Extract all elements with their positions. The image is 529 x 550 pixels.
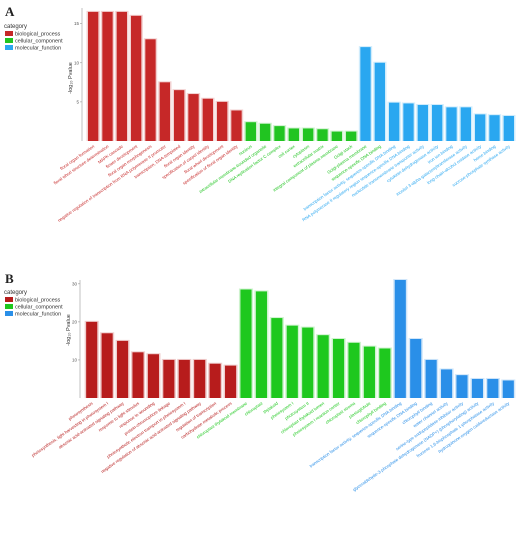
- bar-golgi-stack: [346, 131, 357, 141]
- bar-floral-organ-morphogenesis: [145, 39, 156, 142]
- bar-negative-regulation-of-abscisic-acid-act: [194, 359, 206, 398]
- bar-transcription-dna-templated: [174, 90, 185, 141]
- bar-cytoplasm: [303, 128, 314, 141]
- bar-glyceraldehyde-3-phosphate-dehydrogenase: [471, 378, 483, 398]
- panel-a-bars: [86, 10, 516, 142]
- legend-swatch-biological-process: [5, 31, 13, 36]
- bar-extracellular-matrix: [317, 129, 328, 141]
- legend-label-cellular-component: cellular_component: [15, 39, 63, 45]
- legend-label-biological-process: biological_process: [15, 32, 60, 38]
- bar-transcription-factor-activity-sequence-s: [394, 280, 406, 398]
- legend-label-molecular-function: molecular_function: [15, 312, 61, 318]
- bar-hydroquinone-oxygen-oxidoreductase-activ: [502, 380, 514, 398]
- bar-mapk-cascade: [116, 11, 127, 142]
- bar-response-to-wounding: [147, 354, 159, 398]
- y-tick-label: 10: [74, 60, 80, 65]
- bar-cytokinin-dehydrogenase-activity: [432, 105, 443, 141]
- bar-serine-type-endopeptidase-inhibitor-acti: [456, 375, 468, 398]
- y-tick-label: 20: [72, 319, 78, 324]
- bar-long-chain-alcohol-oxidase-activity: [475, 114, 486, 141]
- bar-flower-development: [131, 15, 142, 141]
- bar-chlorophyll-binding: [425, 359, 437, 398]
- bar-water-channel-activity: [441, 369, 453, 398]
- bar-thylakoid: [271, 318, 283, 398]
- panel-a-legend-title: category: [4, 24, 27, 30]
- bar-sequence-specific-dna-binding: [410, 339, 422, 398]
- panel-b-legend: biological_process cellular_component mo…: [5, 297, 63, 318]
- bar-chloroplast-stroma: [348, 342, 360, 398]
- legend-label-biological-process: biological_process: [15, 298, 60, 304]
- bar-chloroplast: [255, 291, 267, 398]
- panel-b-y-axis: 10 20 30: [72, 280, 81, 398]
- bar-floral-whorl-development: [217, 101, 228, 141]
- legend-label-molecular-function: molecular_function: [15, 46, 61, 52]
- bar-fructose-1-6-bisphosphate-1-phosphatase-: [487, 378, 499, 398]
- panel-a-y-axis: 5 10 15: [74, 8, 83, 141]
- bar-chlorophyll-binding: [379, 348, 391, 398]
- panel-a-y-axis-label: -log₁₀ Pvalue: [68, 62, 74, 94]
- bar-regulation-of-transcription: [209, 363, 221, 398]
- bar-plastoglobule: [363, 346, 375, 398]
- panel-b-bars: [84, 279, 516, 398]
- y-tick-label: 30: [72, 281, 78, 286]
- bar-rna-polymerase-ii-regulatory-region-sequ: [403, 103, 414, 141]
- bar-specification-of-floral-organ-identity: [231, 110, 242, 141]
- bar-chloroplast-thylakoid-membrane: [240, 289, 252, 398]
- bar-transcription-factor-activity-sequence-s: [389, 102, 400, 141]
- y-tick-label: 15: [74, 21, 80, 26]
- bar-sequence-specific-dna-binding: [374, 62, 385, 141]
- legend-swatch-cellular-component: [5, 304, 13, 309]
- legend-swatch-molecular-function: [5, 311, 13, 316]
- legend-swatch-biological-process: [5, 297, 13, 302]
- bar-carbohydrate-metabolic-process: [225, 365, 237, 398]
- bar-abscisic-acid-activated-signaling-pathwa: [117, 340, 129, 398]
- bar-protein-chromophore-linkage: [163, 359, 175, 398]
- bar-inositol-3-alpha-galactosyltransferase-a: [460, 107, 471, 141]
- y-tick-label: 5: [76, 99, 79, 104]
- legend-label-cellular-component: cellular_component: [15, 305, 63, 311]
- panel-b-letter: B: [5, 271, 14, 286]
- bar-photosynthesis: [86, 321, 98, 398]
- bar-golgi-plasma-membrane: [360, 47, 371, 141]
- bar-dna-replication-factor-c-complex: [274, 126, 285, 141]
- bar-photosynthesis-light-harvesting-in-photo: [101, 333, 113, 398]
- bar-nucleotide-transmembrane-transporter-act: [417, 105, 428, 141]
- bar-photosystem-ii: [302, 327, 314, 398]
- bar-response-to-light-stimulus: [132, 352, 144, 398]
- y-tick-label: 10: [72, 357, 78, 362]
- legend-swatch-cellular-component: [5, 38, 13, 43]
- panel-b-y-axis-label: -log₁₀ Pvalue: [66, 314, 72, 346]
- panel-a-legend: biological_process cellular_component mo…: [5, 31, 63, 52]
- bar-nucleus: [245, 122, 256, 141]
- bar-specification-of-carpel-identity: [202, 98, 213, 141]
- bar-chloroplast-thylakoid-lumen: [317, 335, 329, 398]
- bar-intracellular-membrane-bounded-organelle: [260, 123, 271, 141]
- bar-photosystem-i-reaction-center: [333, 339, 345, 398]
- bar-photosystem-i: [286, 325, 298, 398]
- bar-cell-cortex: [288, 128, 299, 141]
- panel-a-letter: A: [5, 4, 15, 19]
- bar-iron-ion-binding: [446, 107, 457, 141]
- bar-floral-whorl-structure-determination: [102, 11, 113, 142]
- bar-floral-organ-identity: [188, 94, 199, 141]
- bar-integral-component-of-plasma-membrane: [331, 131, 342, 141]
- panel-b-legend-title: category: [4, 290, 27, 296]
- bar-photosynthetic-electron-transport-in-pho: [178, 359, 190, 398]
- bar-heme-binding: [489, 115, 500, 141]
- bar-negative-regulation-of-transcription-fro: [159, 82, 170, 141]
- bar-sucrose-phosphate-synthase-activity: [503, 115, 514, 141]
- legend-swatch-molecular-function: [5, 45, 13, 50]
- bar-floral-organ-formation: [88, 11, 99, 142]
